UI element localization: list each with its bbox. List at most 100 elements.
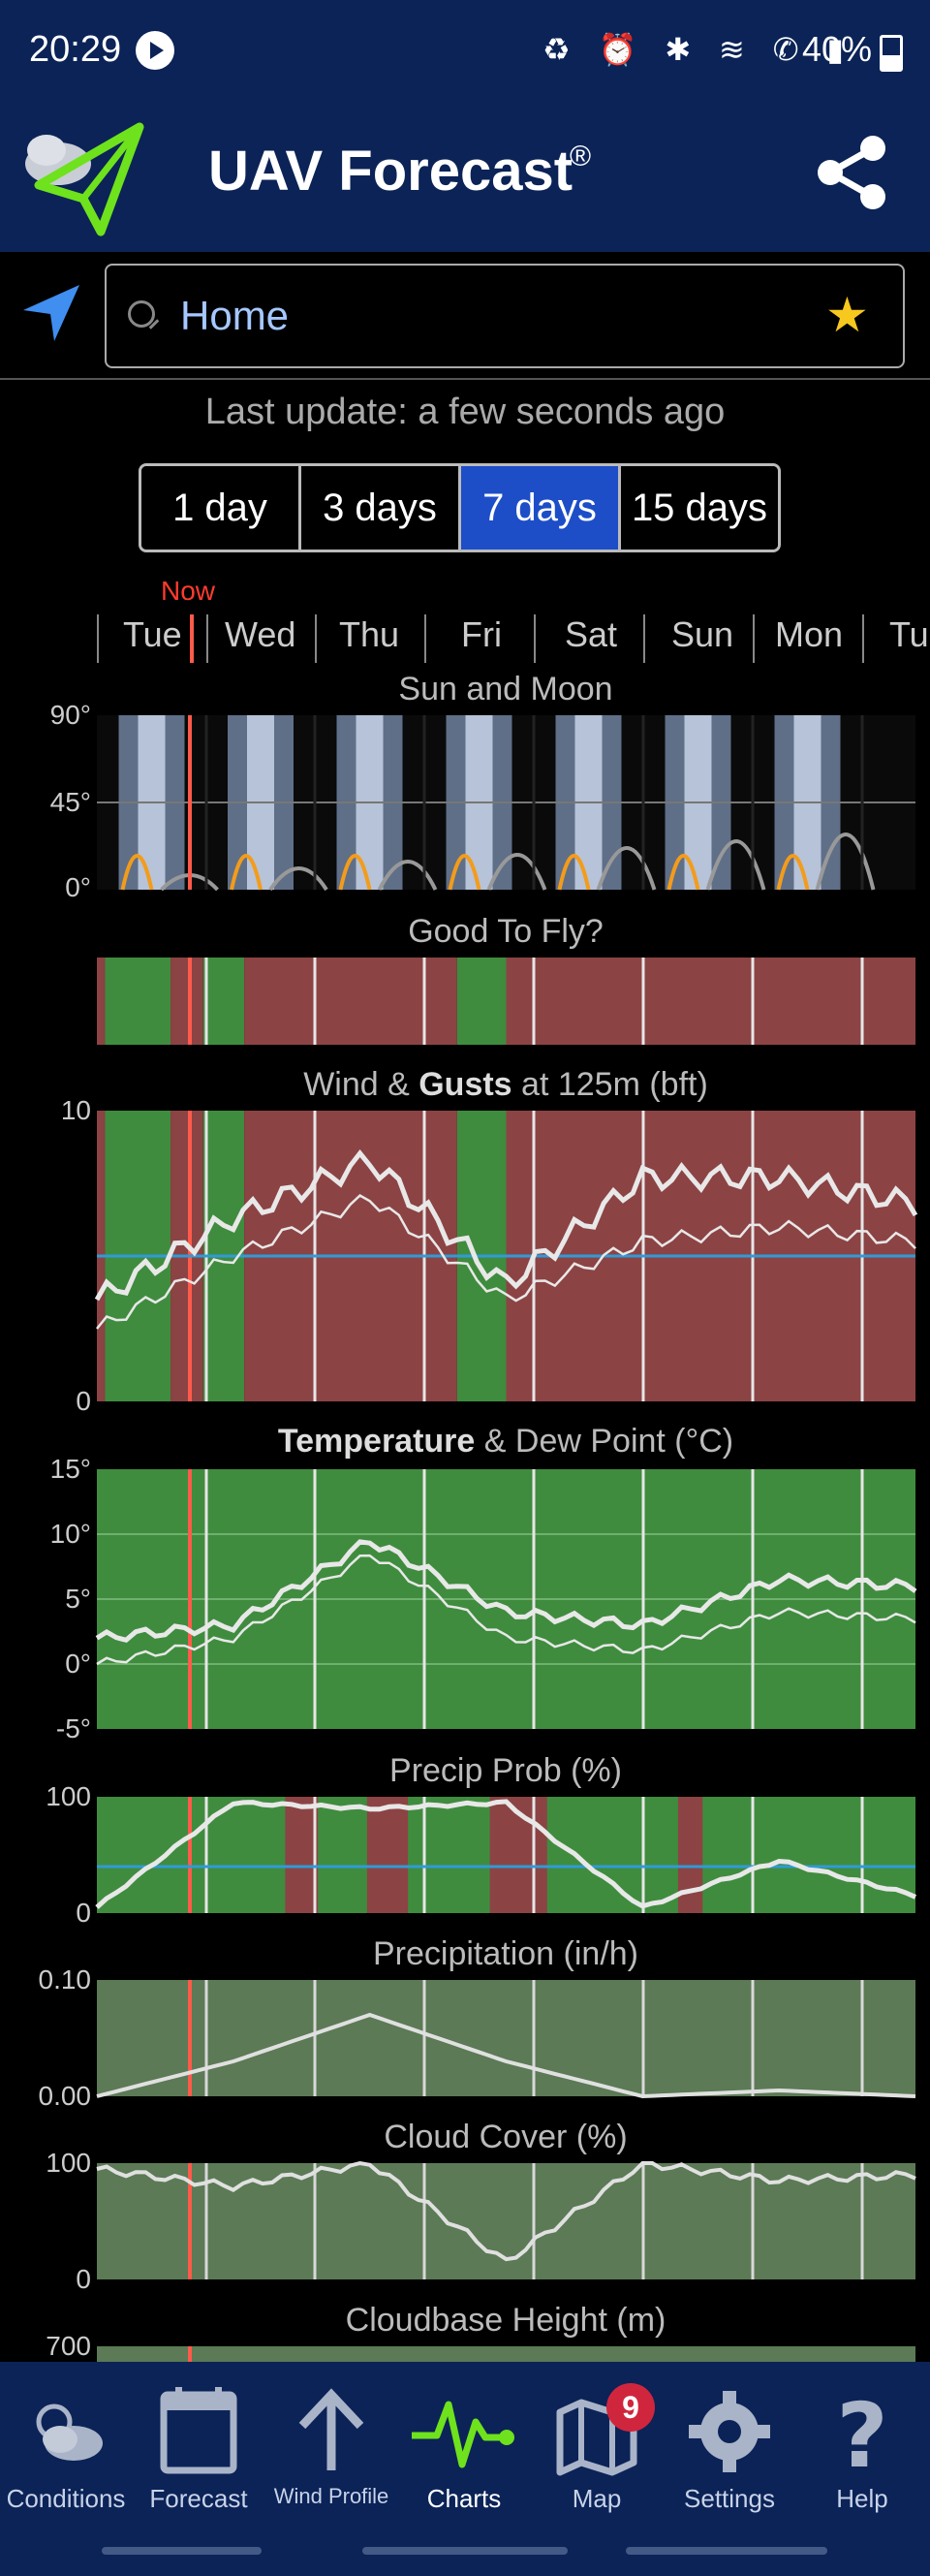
y-tick-label: -5° [55, 1713, 91, 1744]
precipitation-title: Precipitation (in/h) [372, 1935, 638, 1972]
day-label: Thu [339, 614, 400, 654]
day-label: Fri [461, 614, 502, 654]
sun-moon-title: Sun and Moon [398, 671, 613, 707]
day-separator [534, 614, 536, 663]
y-tick-label: 0.00 [38, 2081, 92, 2111]
sun-arc [448, 854, 481, 891]
y-tick-label: 90° [49, 700, 91, 730]
precip-high-band [489, 1797, 547, 1913]
no-fly-band [170, 958, 203, 1045]
now-label: Now [161, 576, 216, 606]
precip-prob-line [95, 1799, 916, 1909]
now-marker [190, 614, 194, 663]
moon-arc [815, 832, 876, 891]
day-label: Tue [123, 614, 182, 654]
precipitation-line [96, 2012, 916, 2099]
nav-settings[interactable]: Settings [664, 2383, 795, 2514]
day-separator [862, 614, 864, 663]
moon-arc [596, 846, 657, 891]
navigation-arrow-icon[interactable] [19, 281, 83, 345]
map-badge: 9 [606, 2383, 655, 2432]
good-to-fly-band [456, 958, 507, 1045]
up-arrow-icon [298, 2388, 364, 2470]
forecast-charts [94, 715, 918, 2362]
y-tick-label: 0 [76, 2264, 91, 2294]
y-tick-label: 0 [76, 1386, 91, 1416]
day-separator [315, 614, 317, 663]
y-tick-label: 0 [76, 1898, 91, 1928]
wind-title-part: Wind & [303, 1066, 419, 1103]
cloudbase-title: Cloudbase Height (m) [345, 2302, 666, 2339]
range-15-days[interactable]: 15 days [621, 466, 778, 550]
calendar-icon [160, 2387, 237, 2474]
day-label: Sun [671, 614, 734, 654]
wind-line [96, 1193, 916, 1330]
cloud-cover-title: Cloud Cover (%) [384, 2119, 628, 2155]
pulse-icon [412, 2401, 514, 2468]
status-time: 20:29 [29, 29, 122, 70]
search-icon [128, 300, 155, 328]
nav-label: Charts [426, 2484, 502, 2513]
sun-arc [557, 854, 591, 891]
temperature-line [95, 1539, 917, 1644]
nav-label: Settings [684, 2484, 775, 2513]
gesture-pill [102, 2547, 262, 2555]
precip-high-band [285, 1797, 319, 1913]
y-tick-label: 5° [65, 1584, 91, 1614]
location-search-box[interactable]: Home ★ [105, 264, 905, 368]
nav-label: Wind Profile [273, 2484, 389, 2508]
y-tick-label: 10 [60, 1095, 91, 1125]
share-icon[interactable] [809, 129, 896, 216]
nav-charts[interactable]: Charts [398, 2383, 530, 2514]
nav-label: Map [572, 2484, 622, 2513]
star-icon[interactable]: ★ [825, 288, 869, 342]
nav-forecast[interactable]: Forecast [133, 2383, 264, 2514]
day-label: Sat [565, 614, 618, 654]
last-update: Last update: a few seconds ago [204, 392, 726, 432]
precipitation-background [97, 1980, 915, 2096]
day-separator [643, 614, 645, 663]
range-1-day[interactable]: 1 day [141, 466, 301, 550]
good-to-fly-band [202, 958, 245, 1045]
temperature-title-bold: Temperature [277, 1423, 476, 1460]
day-separator [753, 614, 755, 663]
day-label: Wed [225, 614, 296, 654]
day-label: Tu [889, 614, 929, 654]
moon-arc [268, 866, 328, 892]
wind-title-bold: Gusts [418, 1066, 512, 1103]
moon-arc [377, 860, 438, 891]
good-to-fly-title: Good To Fly? [408, 913, 604, 950]
nav-label: Conditions [6, 2484, 126, 2513]
nav-wind-profile[interactable]: Wind Profile [265, 2383, 397, 2509]
media-play-icon [136, 31, 174, 70]
day-separator [97, 614, 99, 663]
temperature-title-part: & Dew Point (°C) [475, 1423, 734, 1460]
nav-help[interactable]: ? Help [796, 2383, 928, 2514]
gusts-line [94, 1148, 918, 1302]
day-separator [206, 614, 208, 663]
registered-mark: ® [570, 141, 592, 173]
y-tick-label: 0° [65, 1649, 91, 1679]
y-tick-label: 0° [65, 872, 91, 902]
nav-conditions[interactable]: Conditions [0, 2383, 132, 2514]
range-3-days[interactable]: 3 days [301, 466, 461, 550]
cloud-cover-background [97, 2163, 915, 2279]
gesture-pill [626, 2547, 827, 2555]
sun-arc [120, 854, 154, 891]
location-name[interactable]: Home [180, 293, 290, 338]
range-7-days[interactable]: 7 days [461, 466, 621, 550]
precip-high-band [677, 1797, 703, 1913]
partly-cloudy-icon [36, 2403, 103, 2461]
precip-high-band [366, 1797, 409, 1913]
nav-label: Forecast [149, 2484, 248, 2513]
sun-arc [776, 854, 810, 891]
y-tick-label: 10° [49, 1519, 91, 1549]
nav-map[interactable]: 9 Map [531, 2383, 663, 2514]
y-tick-label: 700 [46, 2331, 91, 2361]
status-bar: 20:29 ♻ ⏰ ✱ ≋ ✆ ▮ 40% [0, 0, 930, 102]
y-tick-label: 15° [49, 1454, 91, 1484]
wind-title: Wind & Gusts at 125m (bft) [0, 1066, 930, 1104]
gesture-pill [362, 2547, 568, 2555]
svg-text:?: ? [836, 2384, 887, 2476]
gear-icon [689, 2391, 770, 2472]
